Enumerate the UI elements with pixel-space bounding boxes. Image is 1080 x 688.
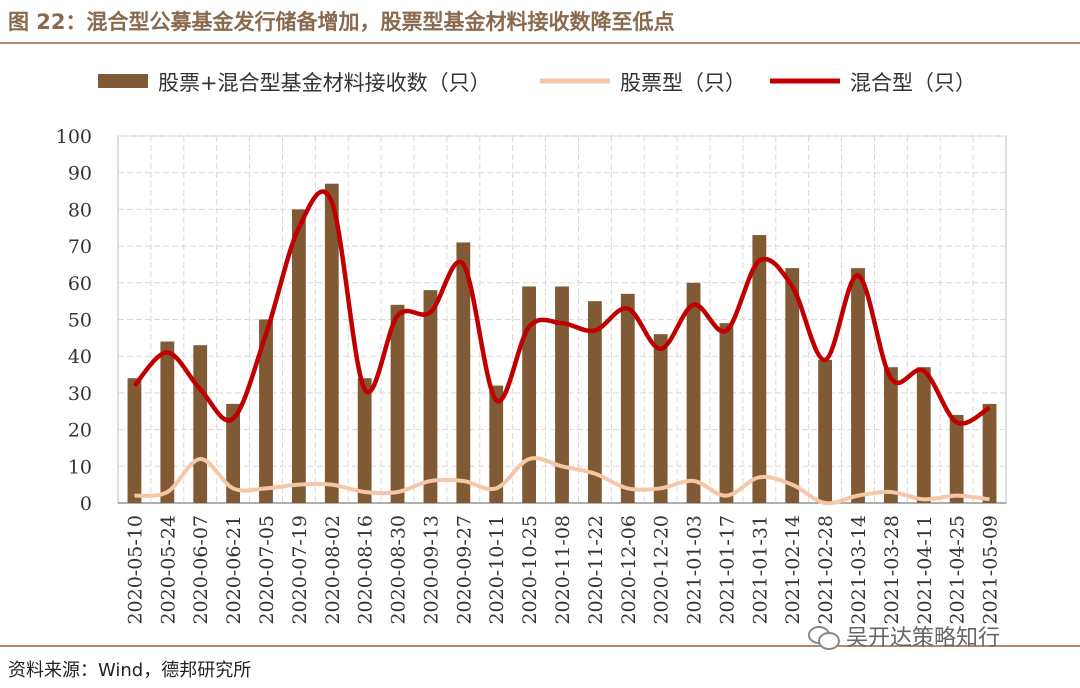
- bar: [851, 268, 865, 503]
- x-tick-label: 2021-04-25: [947, 515, 969, 625]
- y-tick-label: 100: [56, 126, 92, 148]
- x-tick-label: 2021-02-14: [782, 515, 804, 625]
- bar: [785, 268, 800, 503]
- bar: [324, 183, 339, 503]
- x-tick-label: 2020-05-24: [157, 515, 179, 625]
- x-tick-label: 2020-07-05: [256, 515, 278, 625]
- legend-label-stock: 股票型（只）: [620, 71, 746, 95]
- lines: [132, 189, 991, 506]
- x-tick-label: 2020-08-16: [355, 515, 377, 625]
- y-tick-label: 40: [68, 346, 92, 368]
- bar: [259, 319, 273, 503]
- bar: [752, 235, 767, 503]
- bar: [818, 359, 833, 503]
- bar: [719, 323, 734, 503]
- legend-label-bar: 股票+混合型基金材料接收数（只）: [158, 71, 491, 95]
- x-tick-label: 2020-11-08: [552, 515, 574, 625]
- x-tick-label: 2020-10-25: [519, 515, 541, 625]
- x-tick-label: 2021-04-11: [914, 515, 936, 625]
- bar: [555, 286, 569, 503]
- x-axis: 2020-05-10 2020-05-24 2020-06-07 2020-06-21…: [124, 515, 1001, 625]
- x-tick-label: 2020-07-19: [289, 515, 311, 625]
- x-tick-label: 2021-01-31: [749, 515, 771, 625]
- bar: [587, 301, 602, 503]
- bar: [390, 304, 405, 503]
- y-tick-label: 80: [68, 199, 92, 221]
- x-tick-label: 2020-06-21: [223, 515, 245, 625]
- bar: [489, 385, 504, 503]
- bar: [686, 282, 701, 503]
- y-axis: 0 10 20 30 40 50 60 70 80 90 100: [56, 126, 92, 515]
- x-tick-label: 2020-12-20: [651, 515, 673, 625]
- bar: [982, 403, 997, 503]
- bar: [160, 341, 175, 503]
- y-tick-label: 70: [68, 236, 92, 258]
- bar: [653, 334, 668, 503]
- source-note: 资料来源：Wind，德邦研究所: [8, 660, 252, 681]
- y-tick-label: 20: [68, 420, 92, 442]
- x-tick-label: 2020-09-13: [420, 515, 442, 625]
- y-tick-label: 0: [80, 493, 92, 515]
- x-tick-label: 2020-10-11: [486, 515, 508, 625]
- x-tick-label: 2021-01-17: [716, 515, 738, 625]
- x-tick-label: 2020-08-02: [322, 515, 344, 625]
- y-tick-label: 60: [68, 273, 92, 295]
- y-tick-label: 10: [68, 456, 92, 478]
- x-tick-label: 2020-12-06: [618, 515, 640, 625]
- bar: [127, 378, 142, 503]
- x-tick-label: 2021-01-03: [684, 515, 706, 625]
- x-tick-label: 2020-08-30: [388, 515, 410, 625]
- footer-rule: [0, 645, 1080, 647]
- legend: 股票+混合型基金材料接收数（只） 股票型（只） 混合型（只）: [98, 71, 976, 95]
- bar: [883, 367, 898, 503]
- bars: [127, 183, 997, 503]
- bar: [916, 367, 931, 503]
- bar: [949, 414, 964, 503]
- x-tick-label: 2021-05-09: [980, 515, 1002, 625]
- chart: 股票+混合型基金材料接收数（只） 股票型（只） 混合型（只） 0 10 20 30 40…: [56, 71, 1007, 625]
- bar: [226, 403, 241, 503]
- x-tick-label: 2020-05-10: [124, 515, 146, 625]
- x-tick-label: 2021-03-28: [881, 515, 903, 625]
- x-tick-label: 2020-06-07: [190, 515, 212, 625]
- series-line-mixed: [132, 189, 991, 426]
- bar: [357, 378, 372, 503]
- x-tick-label: 2020-09-27: [453, 515, 475, 625]
- x-tick-label: 2021-02-28: [815, 515, 837, 625]
- figure-title: 图 22：混合型公募基金发行储备增加，股票型基金材料接收数降至低点: [8, 10, 675, 34]
- bar: [193, 345, 208, 503]
- legend-label-mixed: 混合型（只）: [850, 71, 976, 95]
- y-tick-label: 30: [68, 383, 92, 405]
- bar: [620, 293, 635, 503]
- watermark: 吴开达策略知行: [808, 620, 1000, 652]
- x-tick-label: 2021-03-14: [848, 515, 870, 625]
- bar: [423, 290, 438, 503]
- bar: [456, 242, 471, 503]
- x-tick-label: 2020-11-22: [585, 515, 607, 625]
- series-line-stock: [134, 456, 990, 506]
- y-tick-label: 50: [68, 310, 92, 332]
- y-tick-label: 90: [68, 163, 92, 185]
- watermark-text: 吴开达策略知行: [846, 626, 1001, 651]
- title-rule: [0, 42, 1080, 44]
- chat-bubbles-icon: [808, 624, 840, 650]
- bar: [522, 286, 537, 503]
- legend-swatch-bar: [98, 74, 148, 88]
- bar: [291, 209, 306, 503]
